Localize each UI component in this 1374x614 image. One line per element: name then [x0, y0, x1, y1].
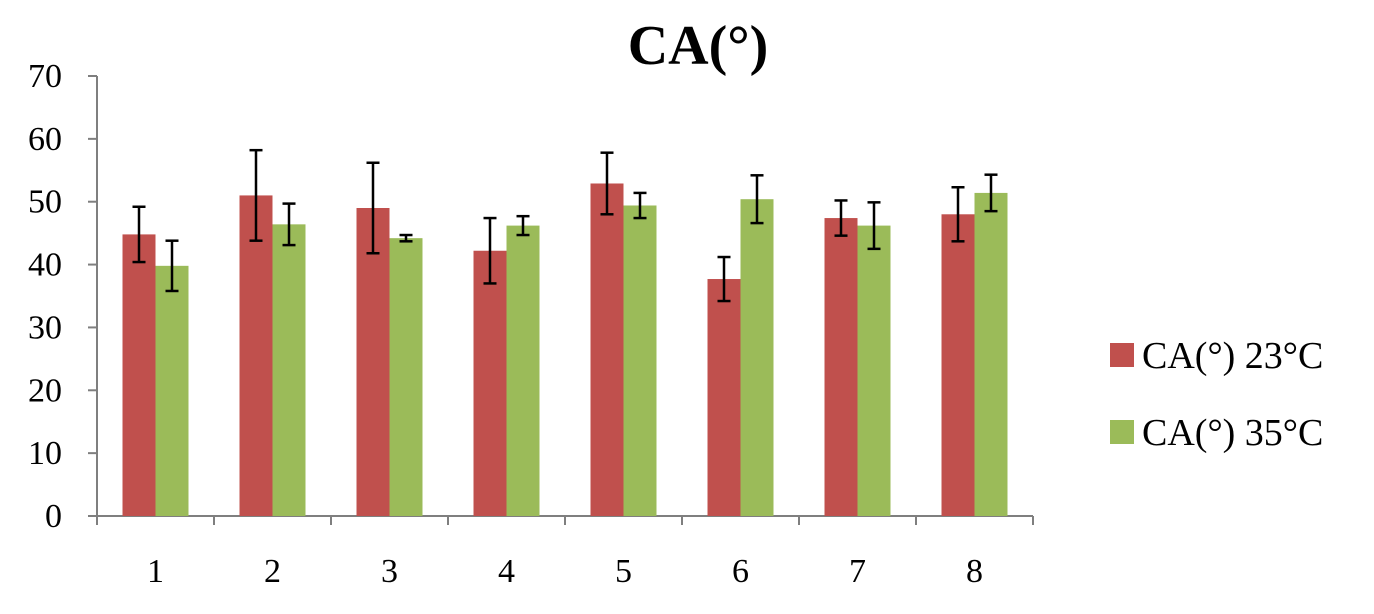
chart-title: CA(°) — [628, 15, 769, 77]
plot-area: 0 10 20 30 40 50 60 70 1 2 3 4 5 6 7 8 — [28, 58, 1034, 590]
y-tick-label: 10 — [28, 435, 62, 472]
legend-label-series-1: CA(°) 23°C — [1142, 335, 1323, 377]
legend-swatch-series-1 — [1110, 343, 1134, 367]
x-tick-label: 4 — [498, 553, 515, 590]
error-bar — [600, 151, 614, 216]
bar-series-1 — [824, 218, 858, 517]
bar-series-2 — [740, 199, 774, 516]
y-tick-label: 0 — [45, 498, 62, 535]
bar-series-2 — [506, 225, 540, 516]
bar-series-2 — [974, 192, 1008, 516]
error-bar — [132, 205, 146, 264]
error-bar — [249, 148, 263, 242]
x-tick-label: 1 — [147, 553, 164, 590]
x-tick-label: 5 — [615, 553, 632, 590]
error-bar — [165, 239, 179, 293]
bar-series-1 — [707, 279, 741, 516]
bar-series-2 — [272, 224, 306, 517]
bar-series-1 — [122, 234, 156, 516]
error-bar — [399, 233, 413, 243]
y-tick-label: 40 — [28, 247, 62, 284]
bar-series-2 — [155, 265, 189, 516]
error-bar — [750, 174, 764, 225]
bar-series-1 — [356, 208, 390, 516]
error-bar — [483, 216, 497, 285]
legend-swatch-series-2 — [1110, 420, 1134, 444]
y-tick-label: 50 — [28, 184, 62, 221]
y-tick-label: 20 — [28, 372, 62, 409]
error-bar — [366, 161, 380, 255]
error-bar — [282, 202, 296, 247]
error-bar — [951, 186, 965, 243]
legend: CA(°) 23°C CA(°) 35°C — [1110, 335, 1323, 454]
x-tick-label: 8 — [966, 553, 983, 590]
legend-label-series-2: CA(°) 35°C — [1142, 412, 1323, 454]
bar-series-2 — [857, 225, 891, 516]
error-bar — [717, 255, 731, 303]
error-bar — [516, 214, 530, 237]
y-tick-label: 30 — [28, 309, 62, 346]
x-tick-label: 3 — [381, 553, 398, 590]
bar-series-1 — [590, 183, 624, 516]
x-tick-label: 6 — [732, 553, 749, 590]
y-tick-label: 60 — [28, 121, 62, 158]
bar-series-2 — [389, 238, 423, 516]
bar-series-1 — [239, 195, 273, 516]
error-bar — [984, 173, 998, 213]
bar-series-1 — [473, 250, 507, 516]
bar-series-1 — [941, 214, 975, 517]
y-tick-label: 70 — [28, 58, 62, 95]
error-bar — [867, 201, 881, 251]
error-bar — [834, 199, 848, 237]
bar-series-2 — [623, 205, 657, 516]
error-bar — [633, 191, 647, 220]
x-tick-label: 7 — [849, 553, 866, 590]
x-tick-label: 2 — [264, 553, 281, 590]
